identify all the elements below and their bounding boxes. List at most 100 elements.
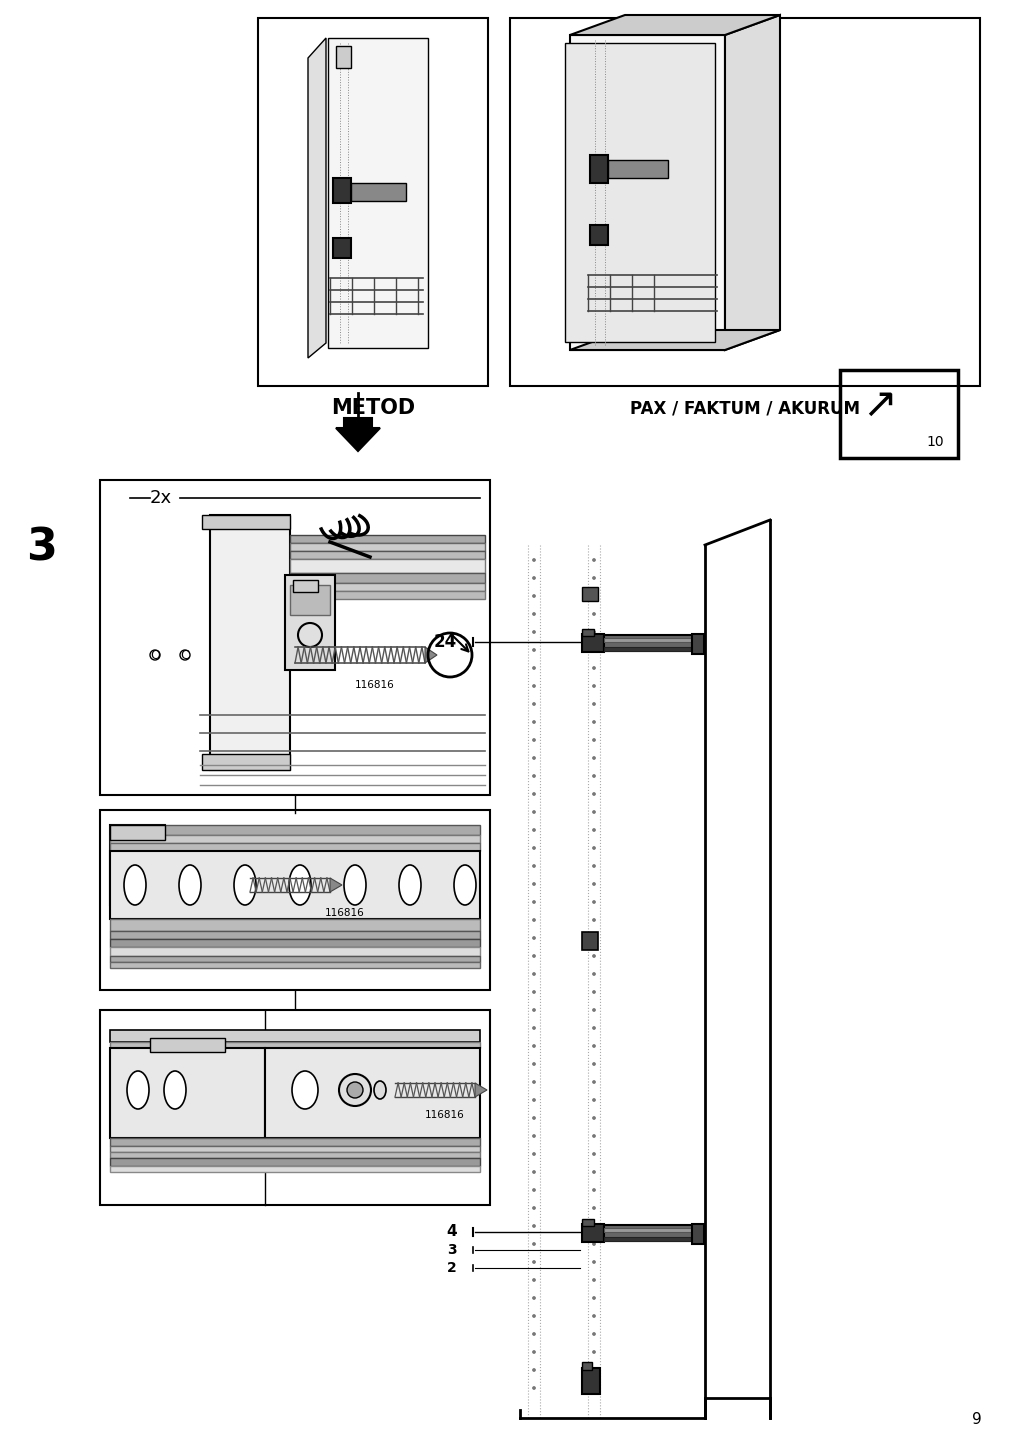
Circle shape (532, 630, 535, 633)
Bar (110, 825, 165, 841)
Text: 116816: 116816 (355, 680, 394, 690)
Circle shape (532, 703, 535, 706)
Circle shape (591, 775, 594, 778)
Bar (581, 1224, 604, 1242)
Bar (604, 1224, 700, 1242)
Circle shape (591, 865, 594, 868)
Bar (285, 576, 335, 670)
Circle shape (591, 792, 594, 796)
Ellipse shape (344, 865, 366, 905)
Circle shape (591, 1333, 594, 1336)
Circle shape (532, 918, 535, 922)
Circle shape (532, 1098, 535, 1101)
Circle shape (532, 955, 535, 958)
Circle shape (180, 650, 190, 660)
Bar (604, 639, 700, 642)
Circle shape (532, 1296, 535, 1299)
Bar (110, 851, 479, 919)
Bar (581, 1362, 591, 1370)
Text: C: C (180, 649, 189, 662)
Bar (569, 34, 724, 349)
Circle shape (591, 1296, 594, 1299)
Bar (100, 480, 489, 795)
Bar (692, 1224, 704, 1244)
Circle shape (591, 1027, 594, 1030)
Bar (110, 1158, 479, 1166)
Circle shape (591, 1098, 594, 1101)
Text: PAX / FAKTUM / AKURUM: PAX / FAKTUM / AKURUM (630, 400, 859, 417)
Circle shape (150, 650, 160, 660)
Polygon shape (569, 14, 779, 34)
Circle shape (532, 1279, 535, 1282)
Circle shape (532, 1063, 535, 1065)
Bar (290, 543, 484, 551)
Bar (110, 1030, 479, 1042)
Text: 2x: 2x (150, 488, 172, 507)
Circle shape (532, 1044, 535, 1047)
Circle shape (532, 865, 535, 868)
Circle shape (591, 937, 594, 939)
Circle shape (591, 1134, 594, 1137)
Polygon shape (564, 43, 715, 342)
Circle shape (532, 739, 535, 742)
Circle shape (532, 1350, 535, 1353)
Bar (290, 591, 484, 599)
Bar (110, 1146, 479, 1151)
Ellipse shape (292, 1071, 317, 1108)
Circle shape (591, 558, 594, 561)
Bar (110, 1166, 479, 1171)
Circle shape (532, 1224, 535, 1227)
Circle shape (591, 577, 594, 580)
Circle shape (591, 649, 594, 652)
Text: 10: 10 (925, 435, 943, 450)
Bar (110, 957, 479, 962)
Bar (110, 1151, 479, 1158)
Circle shape (532, 756, 535, 759)
Bar (604, 1229, 700, 1232)
Text: 2: 2 (447, 1262, 457, 1274)
Circle shape (532, 991, 535, 994)
Circle shape (532, 1207, 535, 1210)
Ellipse shape (454, 865, 475, 905)
Circle shape (532, 1170, 535, 1173)
Circle shape (591, 846, 594, 849)
Bar (604, 1237, 700, 1242)
Bar (589, 225, 608, 245)
Bar (110, 931, 479, 939)
Bar (581, 1368, 600, 1393)
Bar (581, 629, 593, 636)
Circle shape (591, 1189, 594, 1191)
Ellipse shape (374, 1081, 385, 1098)
Bar (110, 939, 479, 947)
Circle shape (532, 1369, 535, 1372)
Text: 3: 3 (447, 1243, 457, 1257)
Bar (293, 580, 317, 591)
Circle shape (532, 972, 535, 975)
Bar (581, 634, 604, 652)
Circle shape (591, 630, 594, 633)
Polygon shape (474, 1083, 486, 1097)
Circle shape (591, 1044, 594, 1047)
Ellipse shape (179, 865, 201, 905)
Circle shape (591, 1279, 594, 1282)
Bar (202, 516, 290, 528)
Bar (290, 558, 484, 573)
Text: O: O (150, 649, 160, 662)
Circle shape (297, 623, 321, 647)
Circle shape (532, 1315, 535, 1317)
Bar (581, 932, 598, 949)
Bar (110, 919, 479, 931)
Polygon shape (336, 418, 379, 451)
Text: ↗: ↗ (861, 384, 897, 425)
Circle shape (591, 972, 594, 975)
Bar (333, 178, 351, 203)
Circle shape (532, 846, 535, 849)
Bar (100, 811, 489, 990)
Bar (333, 238, 351, 258)
Ellipse shape (289, 865, 310, 905)
Circle shape (532, 684, 535, 687)
Bar (110, 835, 479, 843)
Bar (110, 843, 479, 851)
Circle shape (532, 720, 535, 723)
Text: 3: 3 (26, 527, 58, 570)
